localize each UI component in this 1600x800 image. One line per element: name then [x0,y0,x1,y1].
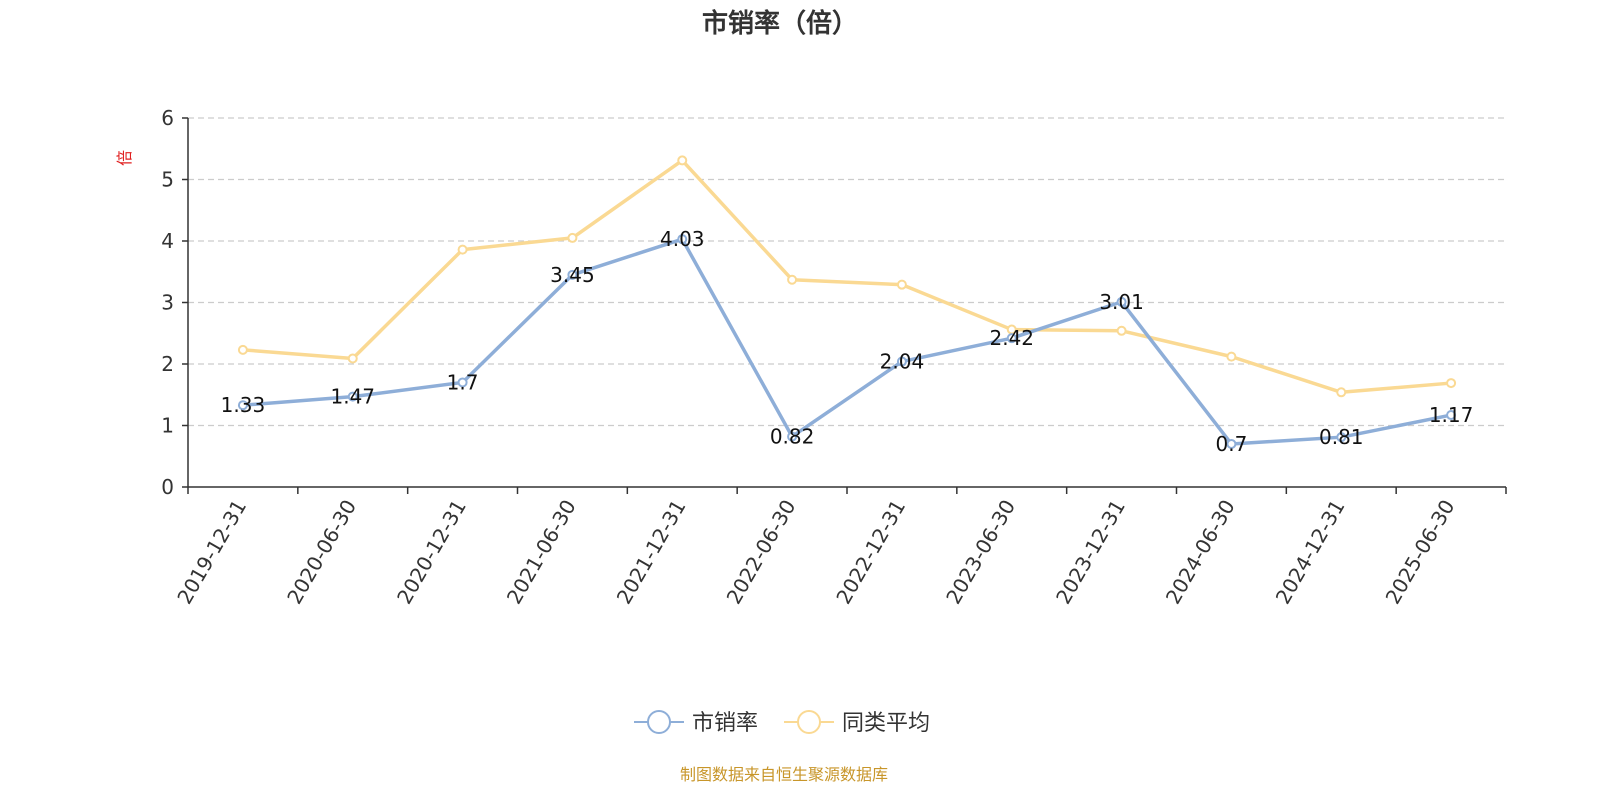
series-line-1 [241,158,1453,395]
series-layer [237,155,1457,449]
gridlines [188,117,1506,427]
y-axis-unit-label: 倍 [115,150,134,166]
legend: 市销率 同类平均 [634,710,930,736]
x-tick-label: 2019-12-31 [172,496,251,609]
data-label: 4.03 [660,227,705,251]
x-tick-label: 2023-06-30 [941,496,1020,609]
y-tick-label: 5 [161,168,174,192]
series-point-0 [896,356,907,367]
x-tick-label: 2022-06-30 [722,496,801,609]
series-point-1 [896,279,907,290]
series-point-0 [1226,438,1237,449]
series-point-0 [347,391,358,402]
y-tick-label: 2 [161,352,174,376]
series-point-0 [237,400,248,411]
data-label: 1.33 [221,393,266,417]
series-point-1 [1336,387,1347,398]
y-tick-label: 6 [161,106,174,130]
data-label: 1.17 [1429,403,1474,427]
x-tick-label: 2025-06-30 [1381,496,1460,609]
data-label: 2.04 [880,350,925,374]
x-tick-label: 2023-12-31 [1051,496,1130,609]
y-tick-label: 4 [161,229,174,253]
data-label: 1.7 [447,370,479,394]
legend-marker-0 [647,710,671,734]
data-label: 0.82 [770,425,815,449]
y-tick-label: 1 [161,414,174,438]
series-point-1 [237,344,248,355]
series-point-1 [1116,325,1127,336]
series-point-1 [1226,351,1237,362]
series-point-0 [1336,432,1347,443]
data-label: 0.81 [1319,425,1364,449]
series-point-0 [1116,296,1127,307]
series-point-1 [677,155,688,166]
legend-label-0: 市销率 [692,711,758,736]
series-point-0 [787,431,798,442]
series-point-1 [1446,378,1457,389]
x-tick-label: 2024-12-31 [1271,496,1350,609]
data-label: 3.45 [550,263,595,287]
data-label: 2.42 [989,326,1034,350]
data-label: 3.01 [1099,290,1144,314]
series-point-1 [567,232,578,243]
y-tick-label: 0 [161,475,174,499]
series-point-0 [677,234,688,245]
axes: 0 1 2 3 4 5 6 2019-12-31 2020-06-30 2020-12-31 202… [161,106,1507,609]
data-labels: 1.33 1.47 1.7 3.45 4.03 0.82 2.04 2.42 3.01 0.7 0.… [221,227,1474,456]
series-point-1 [787,274,798,285]
x-tick-label: 2021-12-31 [612,496,691,609]
series-point-0 [1446,410,1457,421]
series-point-0 [567,269,578,280]
series-point-1 [457,244,468,255]
x-tick-label: 2022-12-31 [831,496,910,609]
y-tick-label: 3 [161,291,174,315]
x-tick-label: 2024-06-30 [1161,496,1240,609]
x-tick-label: 2021-06-30 [502,496,581,609]
legend-label-1: 同类平均 [842,711,930,736]
chart-title: 市销率（倍） [702,8,858,39]
x-tick-label: 2020-12-31 [392,496,471,609]
x-tick-label: 2020-06-30 [282,496,361,609]
series-point-1 [347,353,358,364]
legend-marker-1 [797,710,821,734]
series-point-0 [1006,333,1017,344]
series-line-0 [241,237,1453,446]
data-label: 0.7 [1216,432,1248,456]
source-note: 制图数据来自恒生聚源数据库 [680,765,888,784]
series-point-0 [457,377,468,388]
data-label: 1.47 [330,385,375,409]
